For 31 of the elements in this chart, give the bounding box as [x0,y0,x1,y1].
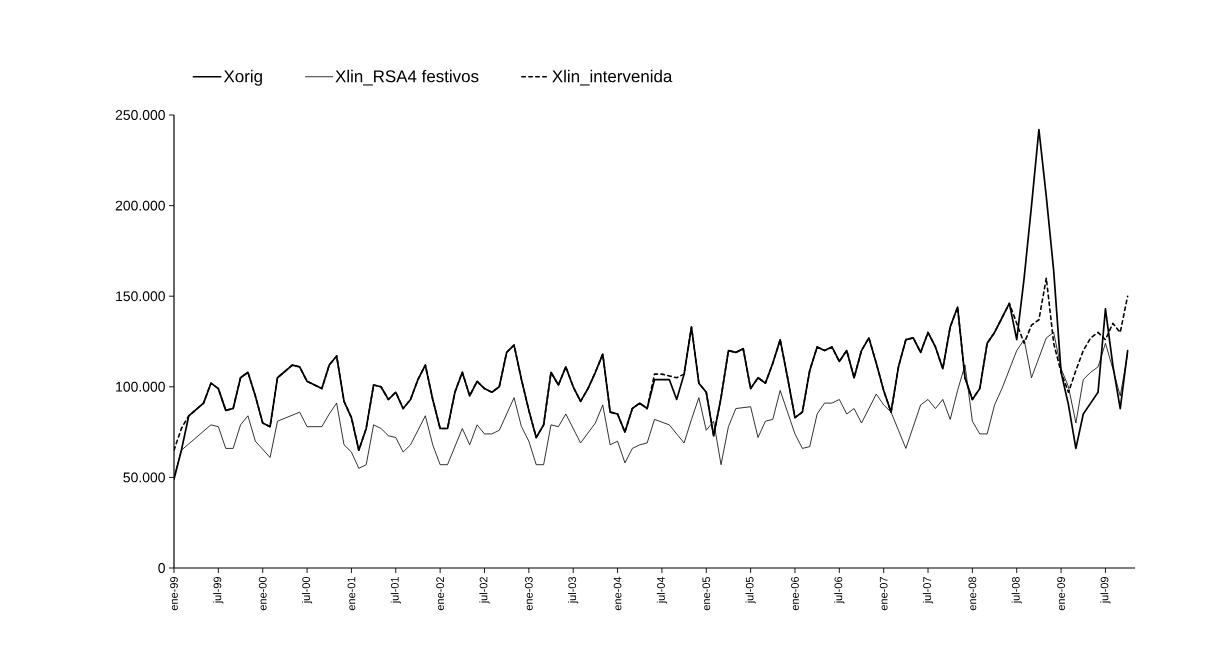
y-tick-label: 100.000 [116,381,165,392]
x-tick-label: jul-99 [213,577,224,604]
x-tick-label: ene-02 [436,577,445,611]
x-tick-label: ene-09 [1057,577,1065,611]
y-tick-label: 250.000 [115,110,165,120]
legend-label: Xorig [223,69,262,86]
x-tick-label: jul-05 [745,576,756,604]
x-tick-label: ene-05 [702,576,711,611]
y-tick-label: 0 [158,563,165,573]
x-tick-label: jul-01 [390,577,401,604]
x-tick-label: ene-01 [347,577,356,611]
x-tick-label: jul-02 [479,577,490,604]
legend-label: Xlin_intervenida [552,69,673,86]
x-tick-label: ene-08 [968,576,977,611]
x-tick-label: ene-00 [258,576,267,611]
x-tick-label: ene-99 [170,577,178,611]
legend-label: Xlin_RSA4 festivos [335,69,479,86]
x-tick-label: ene-07 [879,577,888,611]
x-tick-label: jul-09 [1100,577,1111,604]
x-tick-label: jul-04 [656,576,667,604]
x-tick-label: jul-06 [834,576,845,604]
x-tick-label: ene-04 [613,576,622,611]
x-tick-label: jul-00 [301,576,313,604]
x-tick-label: jul-08 [1011,576,1022,604]
x-tick-label: jul-07 [922,577,934,604]
x-tick-label: ene-03 [524,576,533,611]
x-tick-label: ene-06 [791,576,799,611]
y-tick-label: 150.000 [116,291,165,302]
x-tick-label: jul-03 [568,576,579,604]
y-tick-label: 200.000 [115,200,165,211]
y-tick-label: 50.000 [123,472,165,483]
